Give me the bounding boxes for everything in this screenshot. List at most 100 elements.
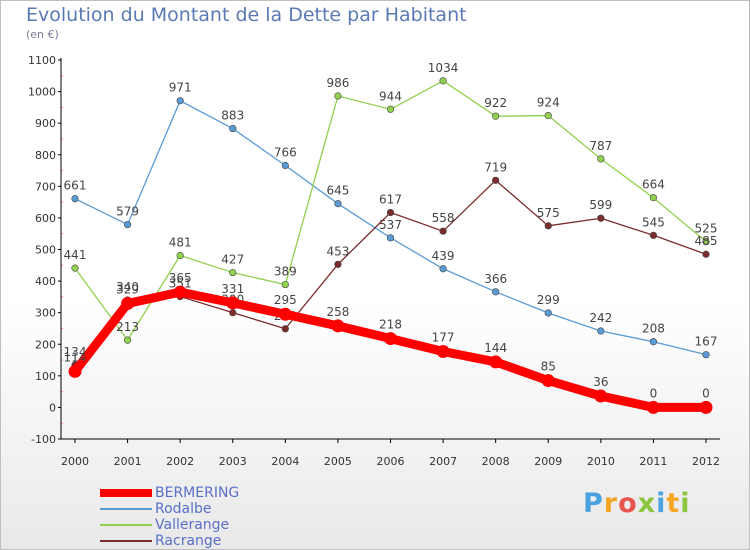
legend-label: Rodalbe bbox=[155, 501, 212, 517]
logo-letter: t bbox=[666, 488, 681, 519]
data-point bbox=[594, 389, 608, 403]
proxiti-logo: Proxiti bbox=[583, 488, 691, 519]
data-label: 453 bbox=[326, 244, 349, 258]
logo-letter: P bbox=[583, 488, 604, 519]
x-tick-label: 2001 bbox=[114, 455, 142, 468]
data-label: 114 bbox=[64, 350, 87, 364]
legend-swatch bbox=[100, 540, 152, 542]
data-label: 144 bbox=[484, 341, 507, 355]
x-tick-label: 2002 bbox=[166, 455, 194, 468]
data-point bbox=[702, 250, 710, 258]
data-point bbox=[229, 309, 237, 317]
data-point bbox=[386, 105, 395, 113]
data-label: 36 bbox=[593, 375, 608, 389]
data-label: 295 bbox=[274, 293, 297, 307]
data-point bbox=[597, 327, 605, 335]
data-point bbox=[229, 268, 237, 277]
y-tick-label: 900 bbox=[35, 117, 56, 130]
x-tick-label: 2009 bbox=[534, 455, 562, 468]
data-label: 389 bbox=[274, 265, 297, 279]
data-label: 208 bbox=[642, 322, 665, 336]
data-label: 85 bbox=[541, 360, 556, 374]
legend-swatch bbox=[100, 489, 152, 497]
data-label: 0 bbox=[650, 386, 658, 400]
legend-swatch bbox=[100, 508, 152, 510]
data-label: 922 bbox=[484, 96, 507, 110]
data-label: 1034 bbox=[428, 61, 459, 75]
data-label: 134 bbox=[64, 345, 87, 359]
data-label: 258 bbox=[326, 305, 349, 319]
data-point bbox=[544, 111, 552, 120]
x-tick-label: 2012 bbox=[692, 455, 720, 468]
legend-label: BERMERING bbox=[155, 485, 240, 501]
logo-letter: x bbox=[637, 488, 657, 519]
data-point bbox=[702, 351, 710, 359]
x-tick-label: 2000 bbox=[61, 455, 89, 468]
data-point bbox=[281, 280, 289, 289]
data-label: 177 bbox=[432, 331, 455, 345]
data-label: 944 bbox=[379, 89, 402, 103]
data-label: 558 bbox=[432, 211, 455, 225]
data-label: 986 bbox=[326, 76, 349, 90]
y-tick-label: 1100 bbox=[28, 54, 56, 67]
y-tick-label: 200 bbox=[35, 338, 56, 351]
data-label: 329 bbox=[116, 283, 139, 297]
data-label: 664 bbox=[642, 178, 665, 192]
data-point bbox=[226, 296, 240, 310]
data-point bbox=[646, 400, 660, 414]
data-label: 645 bbox=[326, 184, 349, 198]
data-point bbox=[649, 338, 658, 346]
data-label: 0 bbox=[702, 386, 710, 400]
legend-swatch bbox=[100, 524, 152, 526]
data-point bbox=[597, 214, 605, 222]
data-point bbox=[649, 231, 658, 239]
y-tick-label: 500 bbox=[35, 244, 56, 257]
data-point bbox=[489, 355, 503, 369]
y-tick-label: -100 bbox=[31, 433, 56, 446]
data-point bbox=[71, 264, 79, 272]
data-point bbox=[68, 364, 82, 378]
data-point bbox=[544, 222, 552, 230]
data-point bbox=[544, 309, 552, 317]
data-label: 719 bbox=[484, 160, 507, 174]
data-point bbox=[386, 234, 395, 242]
y-tick-label: 1000 bbox=[28, 86, 56, 99]
data-label: 439 bbox=[432, 249, 455, 263]
x-tick-label: 2003 bbox=[219, 455, 247, 468]
data-point bbox=[699, 400, 713, 414]
data-point bbox=[121, 297, 135, 311]
data-point bbox=[278, 307, 292, 321]
data-label: 617 bbox=[379, 193, 402, 207]
y-tick-label: 300 bbox=[35, 307, 56, 320]
data-label: 661 bbox=[64, 179, 87, 193]
data-label: 213 bbox=[116, 320, 139, 334]
data-label: 537 bbox=[379, 218, 402, 232]
data-label: 787 bbox=[589, 139, 612, 153]
data-point bbox=[176, 97, 184, 105]
data-point bbox=[281, 161, 289, 170]
x-tick-label: 2006 bbox=[377, 455, 405, 468]
series-line-bermering bbox=[70, 287, 711, 412]
y-tick-label: 400 bbox=[35, 275, 56, 288]
data-point bbox=[123, 220, 132, 229]
data-label: 883 bbox=[221, 109, 244, 123]
data-label: 299 bbox=[537, 293, 560, 307]
data-label: 167 bbox=[695, 335, 718, 349]
data-label: 242 bbox=[589, 311, 612, 325]
data-label: 481 bbox=[169, 236, 192, 250]
data-label: 427 bbox=[221, 253, 244, 267]
x-tick-label: 2010 bbox=[587, 455, 615, 468]
logo-letter: r bbox=[603, 488, 619, 519]
data-point bbox=[334, 260, 342, 268]
data-label: 545 bbox=[642, 215, 665, 229]
data-label: 525 bbox=[695, 222, 718, 236]
data-point bbox=[597, 155, 605, 163]
data-point bbox=[173, 285, 187, 299]
data-point bbox=[649, 194, 658, 202]
chart-title: Evolution du Montant de la Dette par Hab… bbox=[26, 4, 467, 26]
data-point bbox=[281, 325, 289, 333]
y-tick-label: 700 bbox=[35, 180, 56, 193]
data-point bbox=[176, 251, 184, 260]
